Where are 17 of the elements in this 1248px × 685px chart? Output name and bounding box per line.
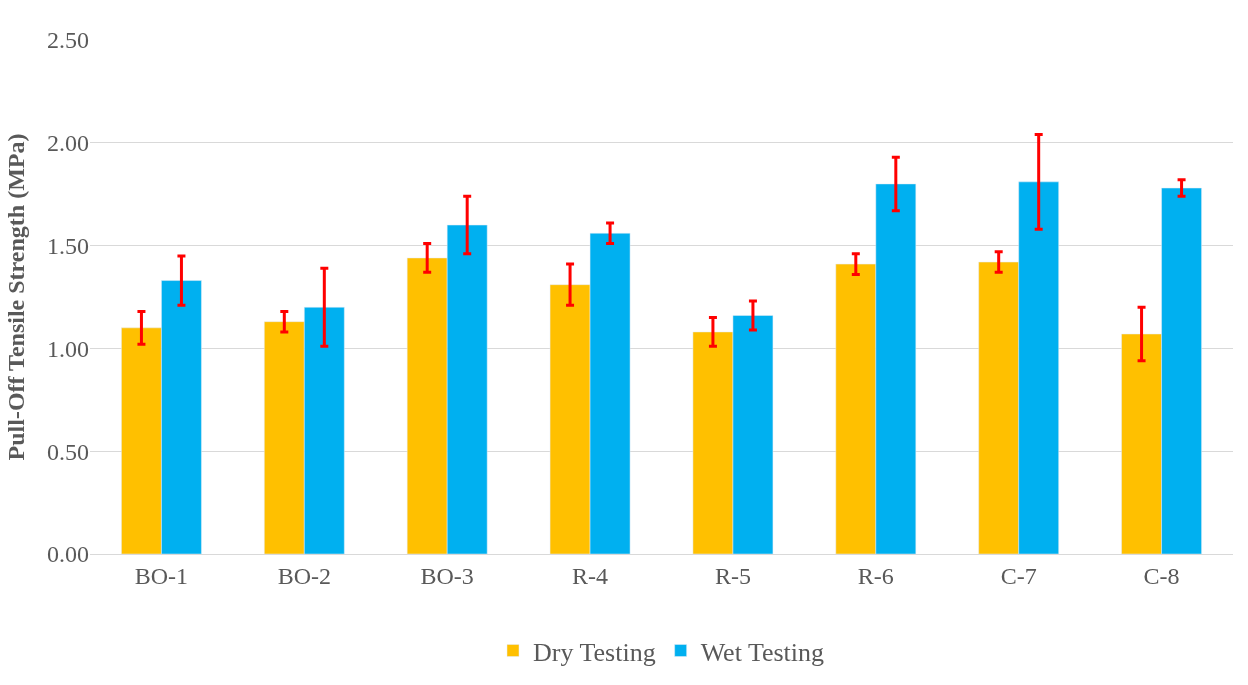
x-tick-label: R-4 (572, 562, 609, 589)
x-tick-label: R-5 (714, 562, 751, 589)
legend-label: Wet Testing (700, 637, 825, 667)
y-tick-label: 1.00 (47, 335, 89, 362)
y-tick-label: 2.00 (47, 130, 89, 157)
x-tick-label: C-7 (1000, 562, 1037, 589)
legend-label: Dry Testing (533, 637, 656, 667)
y-tick-label: 2.50 (47, 27, 89, 54)
x-tick-label: BO-2 (277, 562, 331, 589)
x-tick-label: R-6 (857, 562, 894, 589)
y-axis-title: Pull-Off Tensile Strength (MPa) (3, 133, 30, 461)
x-tick-label: BO-1 (134, 562, 189, 589)
x-tick-label: BO-3 (420, 562, 474, 589)
y-tick-label: 0.50 (47, 438, 89, 465)
y-tick-label: 0.00 (47, 541, 89, 568)
x-tick-label: C-8 (1143, 562, 1180, 589)
y-tick-label: 1.50 (47, 233, 89, 259)
